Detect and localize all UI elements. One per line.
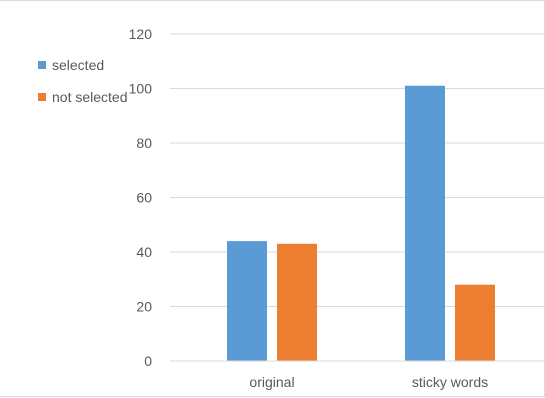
y-tick-label: 40 (136, 244, 152, 260)
y-tick-label: 0 (144, 353, 152, 369)
bar-not-selected-original (277, 243, 317, 361)
legend-swatch-selected (38, 61, 46, 69)
y-tick-label: 100 (129, 81, 153, 97)
bars (227, 85, 495, 362)
y-tick-label: 60 (136, 190, 152, 206)
legend-label: selected (52, 57, 104, 73)
bar-selected-sticky-words (405, 85, 445, 362)
y-axis-tick-labels: 0 20 40 60 80 100 120 (129, 26, 153, 369)
y-tick-label: 80 (136, 135, 152, 151)
x-category-label: original (249, 374, 294, 390)
bar-not-selected-sticky-words (455, 284, 495, 361)
legend-label: not selected (52, 89, 128, 105)
bar-selected-original (227, 241, 267, 361)
gridlines (170, 33, 545, 307)
legend: selected not selected (38, 57, 128, 105)
y-tick-label: 20 (136, 299, 152, 315)
x-category-label: sticky words (412, 374, 488, 390)
y-tick-label: 120 (129, 26, 153, 42)
x-axis-category-labels: original sticky words (249, 374, 488, 390)
legend-swatch-not-selected (38, 93, 46, 101)
